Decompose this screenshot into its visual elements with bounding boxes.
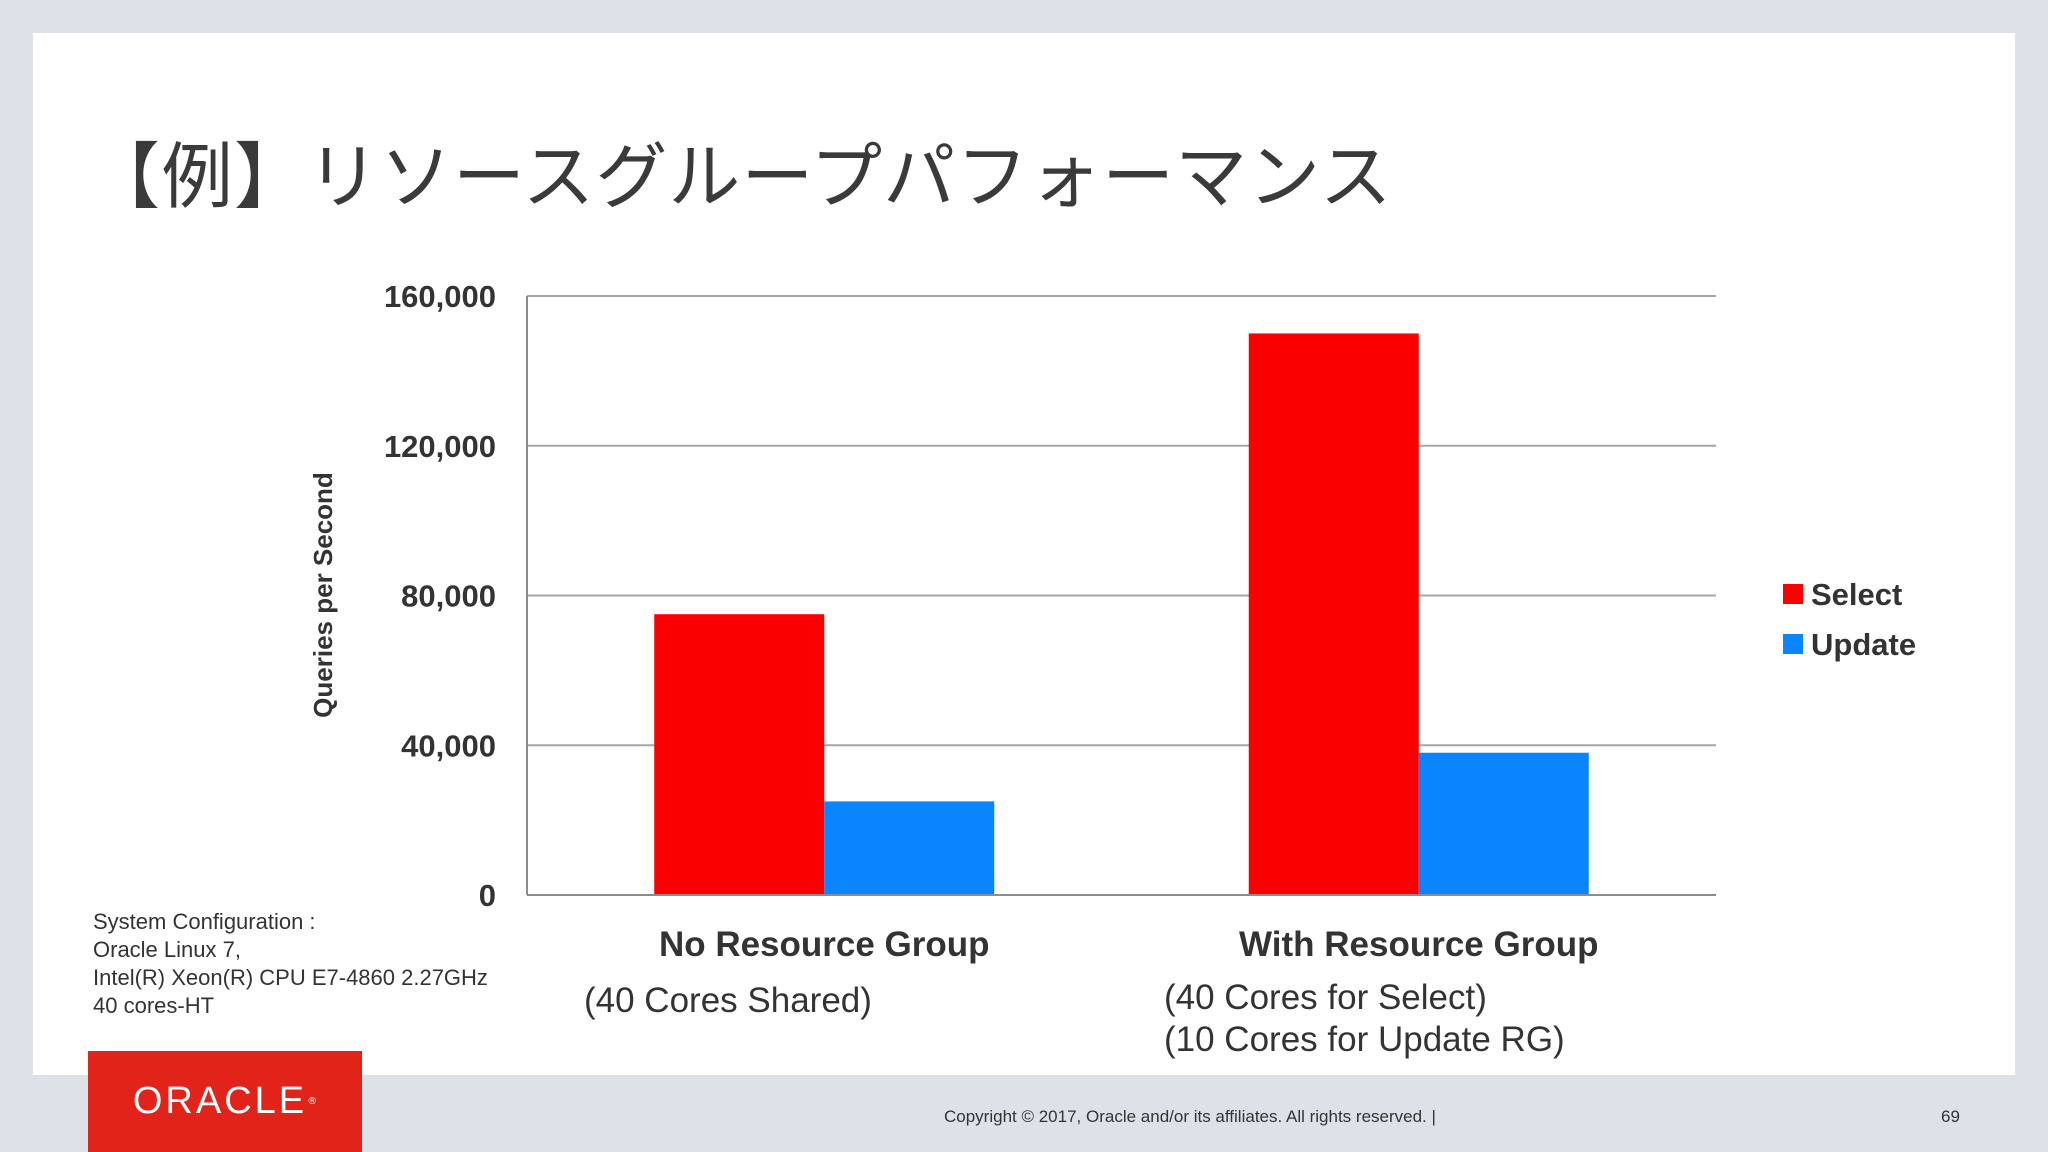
legend-label-update: Update [1811,627,1916,662]
chart-bars [654,333,1589,895]
oracle-logo-text: ORACLE [132,1080,308,1122]
category-labels: No Resource Group With Resource Group [659,925,1599,964]
chart-axes [526,296,1716,896]
page-number: 69 [1941,1107,1960,1126]
system-configuration: System Configuration : Oracle Linux 7, I… [93,908,488,1020]
y-tick-labels: 0 40,000 80,000 120,000 160,000 [384,279,496,913]
y-tick-label: 0 [479,878,496,913]
y-tick-label: 160,000 [384,279,496,314]
config-line: Oracle Linux 7, [93,937,241,962]
bar-update-2 [1418,752,1589,895]
y-axis-label: Queries per Second [308,472,338,718]
config-line: Intel(R) Xeon(R) CPU E7-4860 2.27GHz [93,965,488,990]
config-line: 40 cores-HT [93,993,215,1018]
sublabel-no-resource-group: (40 Cores Shared) [584,981,872,1020]
bar-select-2 [1248,333,1419,895]
oracle-logo: ORACLE ® [88,1051,362,1152]
category-label: No Resource Group [659,925,990,964]
category-label: With Resource Group [1239,925,1598,964]
slide-background [33,33,2015,1075]
slide-title: 【例】リソースグループパフォーマンス [88,135,1393,219]
y-tick-label: 120,000 [384,429,496,464]
sublabel-with-resource-group-select: (40 Cores for Select) [1164,978,1487,1017]
chart-legend: Select Update [1783,577,1916,662]
sublabel-with-resource-group-update: (10 Cores for Update RG) [1164,1020,1565,1059]
y-tick-label: 40,000 [401,728,496,763]
config-line: System Configuration : [93,909,316,934]
bar-update-1 [824,801,995,895]
copyright-notice: Copyright © 2017, Oracle and/or its affi… [944,1107,1436,1126]
y-tick-label: 80,000 [401,579,496,614]
legend-label-select: Select [1811,577,1902,612]
legend-swatch-select [1783,584,1803,604]
legend-swatch-update [1783,634,1803,654]
bar-select-1 [654,614,825,895]
